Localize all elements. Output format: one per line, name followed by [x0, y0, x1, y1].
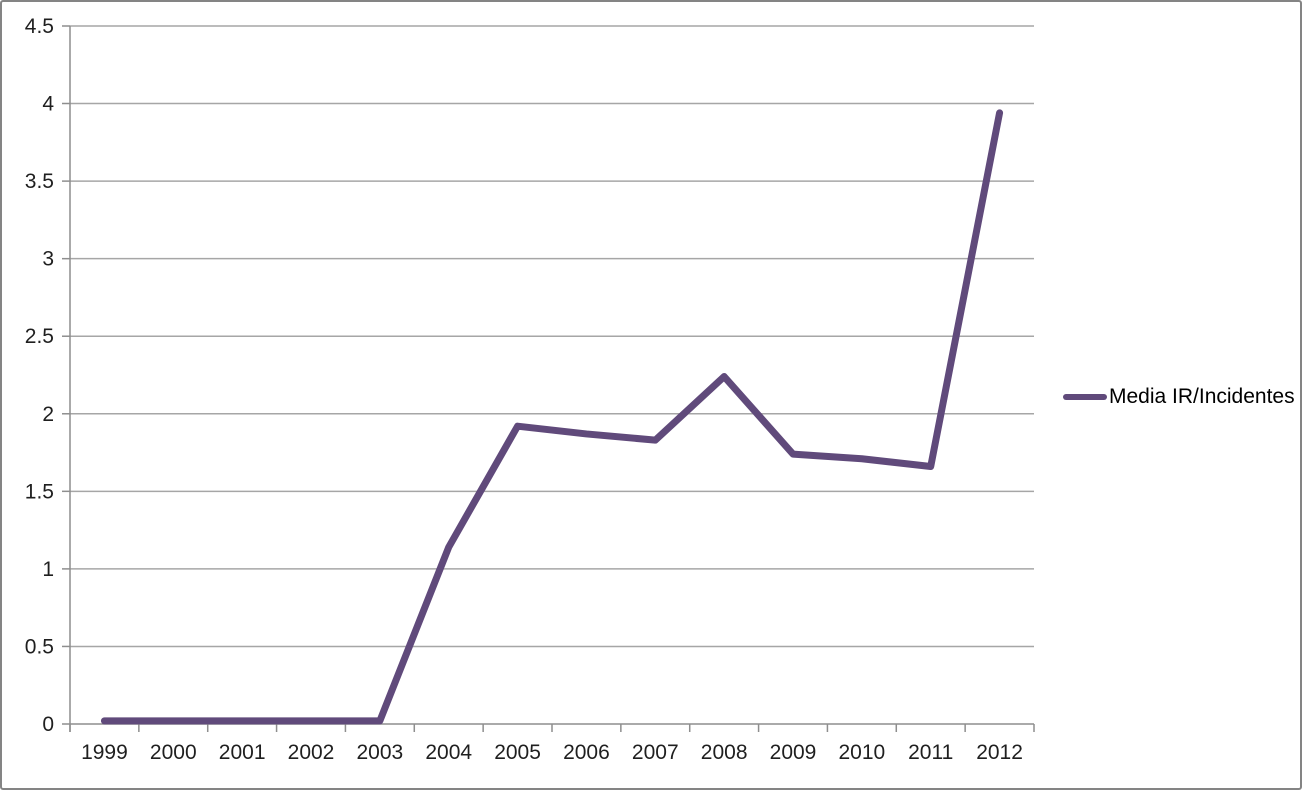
x-tick-label: 2004: [425, 741, 472, 764]
x-tick-label: 2006: [563, 741, 610, 764]
y-tick-label: 0: [42, 713, 54, 736]
x-tick-label: 2007: [632, 741, 679, 764]
x-tick-label: 2002: [288, 741, 335, 764]
y-tick-label: 0.5: [25, 635, 54, 658]
x-tick-label: 2011: [908, 741, 953, 764]
legend: Media IR/Incidentes: [1063, 384, 1295, 410]
x-tick-label: 1999: [81, 741, 128, 764]
x-tick-label: 2000: [150, 741, 197, 764]
x-tick-label: 2008: [701, 741, 748, 764]
y-tick-label: 3.5: [25, 170, 54, 193]
y-tick-label: 1: [42, 558, 54, 581]
x-tick-label: 2003: [356, 741, 403, 764]
y-tick-label: 4: [42, 93, 54, 116]
x-tick-label: 2012: [976, 741, 1023, 764]
y-tick-label: 2: [42, 403, 54, 426]
y-tick-label: 1.5: [25, 480, 54, 503]
legend-series-label: Media IR/Incidentes: [1109, 385, 1295, 408]
legend-line-swatch: [1063, 394, 1107, 400]
x-tick-label: 2005: [494, 741, 541, 764]
x-tick-label: 2001: [219, 741, 266, 764]
series-line: [100, 109, 1004, 725]
y-tick-label: 2.5: [25, 325, 54, 348]
y-tick-label: 4.5: [25, 15, 54, 38]
y-tick-label: 3: [42, 248, 54, 271]
x-tick-label: 2009: [770, 741, 817, 764]
x-tick-label: 2010: [838, 741, 885, 764]
